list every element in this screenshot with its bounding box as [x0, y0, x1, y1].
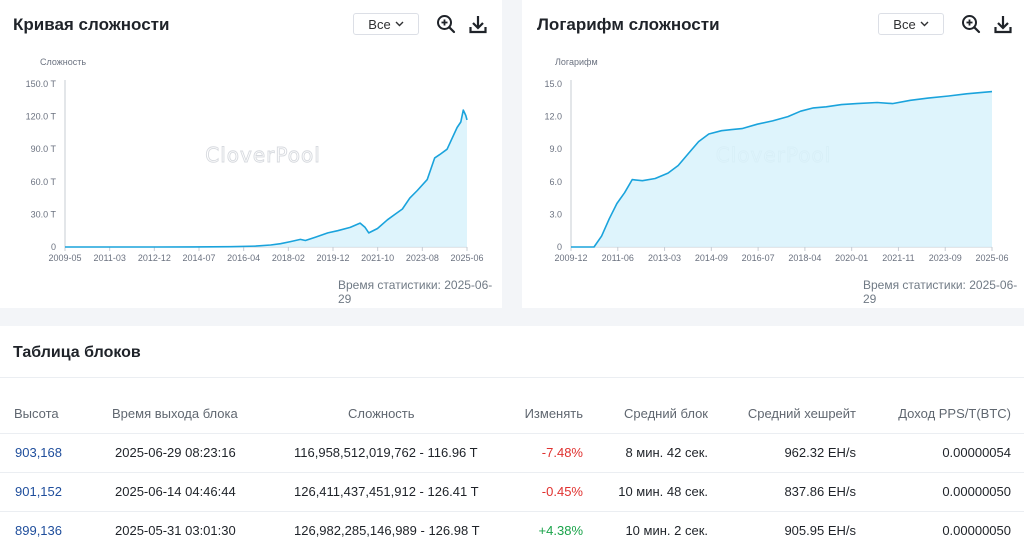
- watermark-text: CloverPool: [205, 143, 321, 167]
- download-icon[interactable]: [468, 14, 488, 34]
- y-tick-label: 90.0 T: [31, 144, 57, 154]
- block-height-link[interactable]: 899,136: [15, 523, 62, 538]
- series-area: [65, 110, 467, 247]
- y-tick-label: 60.0 T: [31, 177, 57, 187]
- col-header-time: Время выхода блока: [112, 406, 238, 421]
- col-header-difficulty: Сложность: [348, 406, 415, 421]
- y-tick-label: 6.0: [549, 177, 562, 187]
- x-tick-label: 2009-05: [48, 253, 81, 263]
- x-tick-label: 2011-06: [602, 253, 634, 263]
- difficulty-stat-time: Время статистики: 2025-06-29: [338, 278, 493, 306]
- difficulty-chart[interactable]: Сложность 0 30.0 T 60.0 T 90.0 T 120.0 T 150.0…: [0, 48, 502, 268]
- y-tick-label: 0: [51, 242, 56, 252]
- x-tick-label: 2016-07: [742, 253, 775, 263]
- block-height-link[interactable]: 901,152: [15, 484, 62, 499]
- x-tick-label: 2018-02: [272, 253, 305, 263]
- block-difficulty: 126,411,437,451,912 - 126.41 T: [294, 484, 479, 499]
- title-divider: [0, 377, 1024, 378]
- y-tick-label: 150.0 T: [26, 79, 57, 89]
- difficulty-chart-title: Кривая сложности: [13, 15, 170, 34]
- block-avg-time: 10 мин. 48 сек.: [618, 484, 708, 499]
- difficulty-chart-card: Кривая сложности Все Сложность 0 30.0 T 60.…: [0, 0, 502, 308]
- blocks-table-title: Таблица блоков: [13, 344, 141, 361]
- x-tick-label: 2021-10: [361, 253, 394, 263]
- series-line: [571, 90, 993, 248]
- x-tick-label: 2014-09: [695, 253, 728, 263]
- block-change: -7.48%: [541, 445, 583, 460]
- block-avg-hashrate: 905.95 EH/s: [784, 523, 856, 538]
- block-avg-time: 10 мин. 2 сек.: [625, 523, 708, 538]
- y-tick-label: 120.0 T: [26, 112, 57, 122]
- y-tick-label: 15.0: [544, 79, 562, 89]
- col-header-avg-block: Средний блок: [624, 406, 708, 421]
- x-tick-label: 2009-12: [554, 253, 587, 263]
- log-chart[interactable]: Логарифм 0 3.0 6.0 9.0 12.0 15.0 2009-12 2011-06…: [522, 48, 1024, 268]
- chevron-down-icon: [920, 21, 929, 27]
- block-height-link[interactable]: 903,168: [15, 445, 62, 460]
- blocks-table-card: Таблица блоков Высота Время выхода блока…: [0, 326, 1024, 548]
- block-income: 0.00000054: [942, 445, 1011, 460]
- y-tick-label: 9.0: [549, 144, 562, 154]
- header-divider: [0, 433, 1024, 434]
- y-tick-label: 30.0 T: [31, 209, 57, 219]
- block-time: 2025-05-31 03:01:30: [115, 523, 236, 538]
- x-tick-label: 2012-12: [138, 253, 171, 263]
- x-tick-label: 2025-06: [450, 253, 483, 263]
- x-tick-label: 2023-09: [929, 253, 962, 263]
- x-tick-label: 2021-11: [882, 253, 914, 263]
- block-time: 2025-06-14 04:46:44: [115, 484, 236, 499]
- range-select-label: Все: [893, 16, 916, 32]
- block-avg-hashrate: 962.32 EH/s: [784, 445, 856, 460]
- x-tick-label: 2019-12: [316, 253, 349, 263]
- block-difficulty: 116,958,512,019,762 - 116.96 T: [294, 445, 478, 460]
- download-icon[interactable]: [993, 14, 1013, 34]
- row-divider: [0, 511, 1024, 512]
- log-chart-title: Логарифм сложности: [537, 15, 720, 34]
- difficulty-range-select[interactable]: Все: [353, 13, 419, 35]
- y-tick-label: 3.0: [549, 209, 562, 219]
- block-change: -0.45%: [541, 484, 583, 499]
- zoom-in-icon[interactable]: [436, 14, 456, 34]
- col-header-income: Доход PPS/T(BTC): [898, 406, 1011, 421]
- x-tick-label: 2014-07: [182, 253, 215, 263]
- x-tick-label: 2020-01: [835, 253, 868, 263]
- y-axis-title: Сложность: [40, 57, 86, 67]
- log-stat-time: Время статистики: 2025-06-29: [863, 278, 1018, 306]
- zoom-in-icon[interactable]: [961, 14, 981, 34]
- block-avg-time: 8 мин. 42 сек.: [625, 445, 708, 460]
- block-change: +4.38%: [538, 523, 583, 538]
- x-tick-label: 2018-04: [788, 253, 821, 263]
- col-header-height: Высота: [14, 406, 59, 421]
- col-header-change: Изменять: [524, 406, 583, 421]
- chevron-down-icon: [395, 21, 404, 27]
- y-tick-label: 0: [557, 242, 562, 252]
- series-line: [65, 109, 468, 248]
- block-income: 0.00000050: [942, 523, 1011, 538]
- row-divider: [0, 472, 1024, 473]
- log-range-select[interactable]: Все: [878, 13, 944, 35]
- log-chart-card: Логарифм сложности Все Логарифм 0 3.0 6.0 9.…: [522, 0, 1024, 308]
- series-area: [571, 91, 992, 247]
- x-tick-label: 2023-08: [406, 253, 439, 263]
- y-axis-title: Логарифм: [555, 57, 598, 67]
- y-tick-label: 12.0: [544, 112, 562, 122]
- x-tick-label: 2025-06: [975, 253, 1008, 263]
- block-income: 0.00000050: [942, 484, 1011, 499]
- x-tick-label: 2011-03: [93, 253, 125, 263]
- x-tick-label: 2016-04: [227, 253, 260, 263]
- block-time: 2025-06-29 08:23:16: [115, 445, 236, 460]
- range-select-label: Все: [368, 16, 391, 32]
- col-header-avg-hashrate: Средний хешрейт: [747, 406, 856, 421]
- block-difficulty: 126,982,285,146,989 - 126.98 T: [294, 523, 480, 538]
- block-avg-hashrate: 837.86 EH/s: [784, 484, 856, 499]
- x-tick-label: 2013-03: [648, 253, 681, 263]
